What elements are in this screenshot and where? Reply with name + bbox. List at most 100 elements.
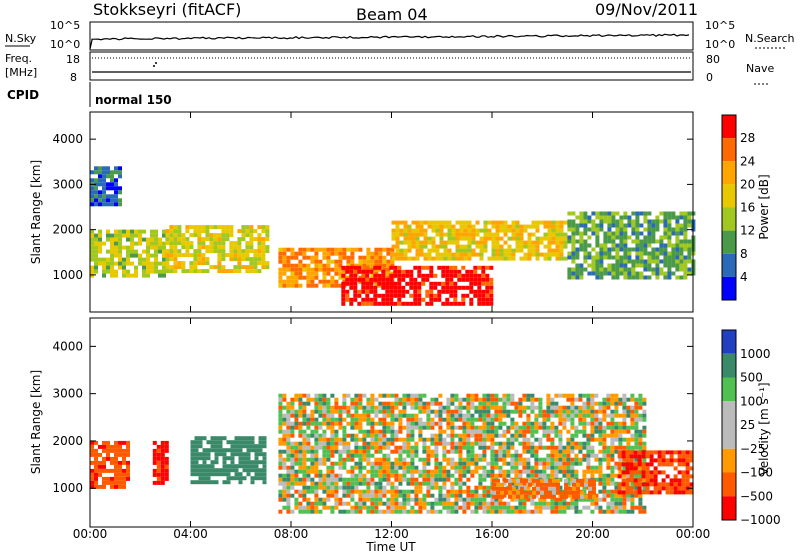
range-cell bbox=[611, 247, 616, 252]
range-cell bbox=[530, 405, 535, 410]
range-cell bbox=[455, 228, 460, 233]
range-cell bbox=[566, 481, 571, 486]
range-cell bbox=[496, 494, 500, 499]
range-cell bbox=[365, 265, 370, 270]
range-cell bbox=[519, 236, 524, 241]
range-cell bbox=[558, 453, 563, 458]
range-cell bbox=[213, 237, 218, 242]
range-cell bbox=[610, 425, 615, 430]
range-cell bbox=[526, 493, 531, 498]
range-cell bbox=[254, 456, 259, 461]
range-cell bbox=[419, 240, 424, 245]
range-cell bbox=[410, 425, 415, 430]
range-cell bbox=[358, 509, 363, 514]
range-cell bbox=[253, 249, 258, 254]
range-cell bbox=[567, 239, 572, 244]
range-cell bbox=[395, 252, 400, 257]
range-cell bbox=[110, 273, 114, 278]
range-cell bbox=[651, 247, 656, 252]
range-cell bbox=[663, 243, 668, 248]
range-cell bbox=[583, 251, 588, 256]
range-cell bbox=[370, 401, 375, 406]
range-cell bbox=[326, 409, 331, 414]
range-cell bbox=[114, 166, 118, 171]
range-cell bbox=[314, 425, 319, 430]
range-cell bbox=[526, 509, 531, 514]
range-cell bbox=[164, 448, 169, 453]
range-cell bbox=[393, 273, 398, 278]
range-cell bbox=[201, 269, 206, 274]
range-cell bbox=[610, 473, 615, 478]
range-cell bbox=[403, 224, 408, 229]
y-tick-label: 2000 bbox=[52, 434, 83, 448]
range-cell bbox=[530, 509, 535, 514]
range-cell bbox=[106, 182, 110, 187]
range-cell bbox=[258, 436, 263, 441]
range-cell bbox=[338, 259, 343, 264]
range-cell bbox=[218, 448, 223, 453]
range-cell bbox=[326, 263, 331, 268]
range-cell bbox=[122, 229, 126, 234]
range-cell bbox=[466, 405, 471, 410]
range-cell bbox=[661, 470, 666, 475]
range-cell bbox=[358, 461, 363, 466]
range-cell bbox=[417, 297, 422, 302]
range-cell bbox=[538, 445, 543, 450]
range-cell bbox=[374, 497, 379, 502]
range-cell bbox=[193, 269, 198, 274]
range-cell bbox=[486, 505, 491, 510]
range-cell bbox=[314, 493, 319, 498]
range-cell bbox=[358, 397, 363, 402]
range-cell bbox=[566, 445, 571, 450]
range-cell bbox=[454, 493, 459, 498]
range-cell bbox=[398, 421, 403, 426]
range-cell bbox=[638, 433, 643, 438]
range-cell bbox=[611, 243, 616, 248]
range-cell bbox=[386, 469, 391, 474]
range-cell bbox=[160, 472, 165, 477]
range-cell bbox=[234, 444, 239, 449]
range-cell bbox=[94, 484, 98, 489]
range-cell bbox=[294, 457, 299, 462]
range-cell bbox=[406, 433, 411, 438]
range-cell bbox=[126, 452, 130, 457]
range-cell bbox=[262, 468, 267, 473]
range-cell bbox=[362, 449, 367, 454]
range-cell bbox=[194, 464, 199, 469]
range-cell bbox=[410, 477, 415, 482]
range-cell bbox=[534, 457, 539, 462]
range-cell bbox=[665, 486, 670, 491]
range-cell bbox=[602, 509, 607, 514]
range-cell bbox=[538, 497, 543, 502]
range-cell bbox=[651, 259, 656, 264]
range-cell bbox=[102, 440, 106, 445]
range-cell bbox=[409, 301, 414, 306]
range-cell bbox=[338, 255, 343, 260]
range-cell bbox=[490, 429, 495, 434]
range-cell bbox=[454, 445, 459, 450]
range-cell bbox=[354, 393, 359, 398]
range-cell bbox=[249, 257, 254, 262]
range-cell bbox=[639, 243, 644, 248]
range-cell bbox=[326, 255, 331, 260]
range-cell bbox=[643, 239, 648, 244]
range-cell bbox=[118, 233, 122, 238]
range-cell bbox=[454, 497, 459, 502]
range-cell bbox=[397, 277, 402, 282]
range-cell bbox=[386, 437, 391, 442]
range-cell bbox=[482, 453, 487, 458]
range-cell bbox=[229, 225, 234, 230]
range-cell bbox=[551, 240, 556, 245]
range-cell bbox=[630, 437, 635, 442]
range-cell bbox=[322, 437, 327, 442]
range-cell bbox=[102, 448, 106, 453]
range-cell bbox=[94, 245, 98, 250]
range-cell bbox=[298, 469, 303, 474]
range-cell bbox=[438, 405, 443, 410]
range-cell bbox=[498, 425, 503, 430]
range-cell bbox=[655, 255, 660, 260]
range-cell bbox=[102, 444, 106, 449]
range-cell bbox=[659, 267, 664, 272]
range-cell bbox=[526, 449, 531, 454]
range-cell bbox=[370, 433, 375, 438]
